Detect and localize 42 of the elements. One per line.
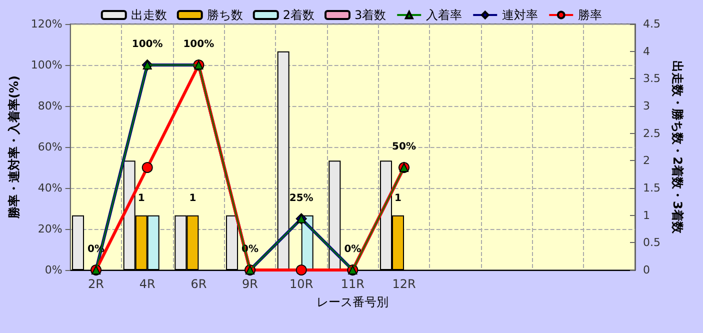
y-tick-label: 120% bbox=[30, 18, 62, 30]
legend-label: 入着率 bbox=[426, 8, 462, 22]
legend-label: 3着数 bbox=[354, 8, 386, 22]
y2-tick-label: 2 bbox=[643, 154, 650, 168]
legend-label: 出走数 bbox=[130, 8, 167, 22]
x-tick-label: 4R bbox=[139, 277, 156, 291]
x-tick-label: 11R bbox=[340, 277, 364, 291]
y-tick-label: 60% bbox=[38, 140, 62, 154]
y2-tick-label: 0.5 bbox=[643, 236, 660, 250]
data-label: 25% bbox=[289, 192, 314, 204]
x-tick-label: 12R bbox=[392, 277, 416, 291]
y2-tick-label: 1.5 bbox=[643, 182, 660, 194]
y2-axis-title: 出走数・勝ち数・2着数・3着数 bbox=[670, 60, 684, 234]
y-tick-label: 40% bbox=[38, 182, 62, 194]
y2-tick-label: 4.5 bbox=[643, 18, 660, 30]
data-label: 50% bbox=[392, 142, 416, 152]
y-tick-label: 80% bbox=[38, 100, 62, 112]
y-tick-label: 100% bbox=[30, 58, 62, 72]
y-tick-label: 0% bbox=[44, 264, 62, 276]
x-tick-label: 10R bbox=[290, 277, 314, 291]
y2-tick-label: 3 bbox=[643, 100, 650, 112]
x-tick-label: 6R bbox=[190, 277, 207, 291]
data-label: 100% bbox=[132, 39, 163, 50]
x-axis-title: レース番号別 bbox=[316, 295, 389, 309]
y2-tick-label: 1 bbox=[643, 208, 650, 222]
y2-tick-label: 2.5 bbox=[643, 126, 660, 140]
y-axis-title: 勝率・連対率・入着率(%) bbox=[7, 76, 21, 220]
data-label: 1 bbox=[189, 192, 196, 204]
legend-label: 連対率 bbox=[502, 8, 538, 22]
y2-tick-label: 0 bbox=[643, 264, 650, 276]
y-tick-label: 20% bbox=[38, 222, 62, 236]
legend-label: 勝率 bbox=[578, 8, 602, 22]
x-tick-label: 2R bbox=[88, 277, 104, 291]
y2-tick-label: 4 bbox=[643, 44, 650, 58]
data-label: 100% bbox=[183, 39, 214, 50]
legend-label: 勝ち数 bbox=[206, 8, 243, 22]
data-label: 0% bbox=[344, 244, 362, 255]
data-label: 1 bbox=[138, 192, 145, 204]
x-tick-label: 9R bbox=[242, 277, 258, 291]
legend-label: 2着数 bbox=[282, 8, 315, 22]
y2-tick-label: 3.5 bbox=[643, 72, 660, 86]
data-label: 1 bbox=[394, 192, 402, 204]
